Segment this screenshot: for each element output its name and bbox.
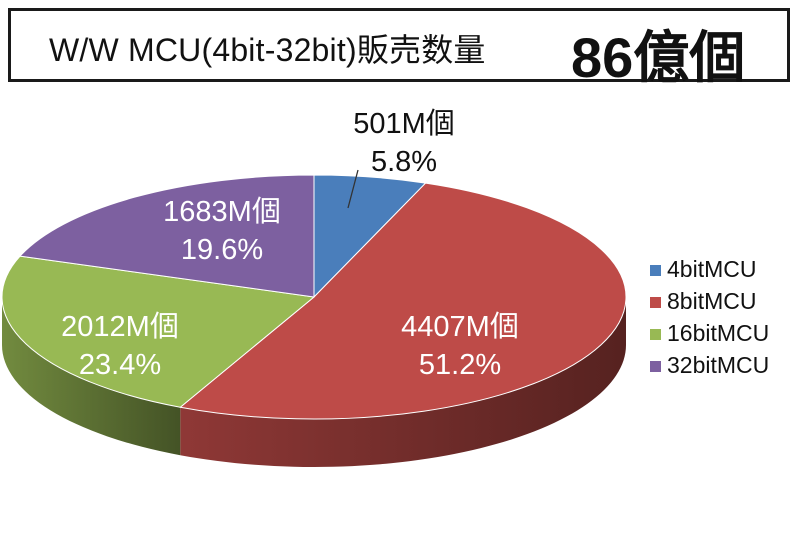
slice-value-label: 1683M個	[163, 196, 281, 228]
slice-percent-label: 5.8%	[371, 146, 437, 178]
chart-total: 86億個	[571, 26, 746, 89]
pie-slice-8bitMCU	[179, 182, 627, 420]
legend-swatch-8bitMCU	[650, 297, 661, 308]
legend: 4bitMCU 8bitMCU 16bitMCU 32bitMCU	[650, 256, 769, 378]
legend-label-4bitMCU: 4bitMCU	[667, 256, 756, 282]
slice-percent-label: 51.2%	[419, 349, 501, 381]
chart-title: W/W MCU(4bit-32bit)販売数量	[49, 32, 486, 68]
legend-label-8bitMCU: 8bitMCU	[667, 288, 756, 314]
legend-label-16bitMCU: 16bitMCU	[667, 320, 769, 346]
slice-value-label: 2012M個	[61, 311, 179, 343]
slice-percent-label: 23.4%	[79, 349, 161, 381]
pie-side-8bitMCU	[180, 297, 626, 467]
legend-swatch-4bitMCU	[650, 265, 661, 276]
pie-slice-32bitMCU	[19, 174, 315, 298]
chart-title-box: W/W MCU(4bit-32bit)販売数量 86億個	[8, 8, 790, 89]
pie-labels: 501M個 5.8% 4407M個 51.2% 2012M個 23.4% 1683M個 19.…	[61, 108, 519, 381]
pie-sides	[2, 297, 626, 467]
legend-swatch-16bitMCU	[650, 329, 661, 340]
slice-value-label: 4407M個	[401, 311, 519, 343]
pie-slices	[1, 174, 627, 420]
leader-line	[347, 169, 359, 209]
pie-side-16bitMCU	[2, 297, 181, 456]
legend-swatch-32bitMCU	[650, 361, 661, 372]
legend-label-32bitMCU: 32bitMCU	[667, 352, 769, 378]
slice-value-label: 501M個	[353, 108, 455, 140]
pie-slice-16bitMCU	[1, 255, 316, 408]
slice-percent-label: 19.6%	[181, 234, 263, 266]
